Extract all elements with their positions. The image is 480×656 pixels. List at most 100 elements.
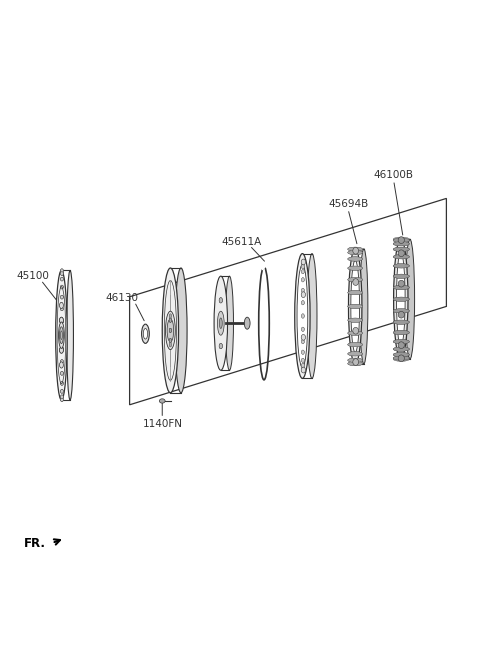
Ellipse shape xyxy=(169,314,171,318)
Ellipse shape xyxy=(307,254,317,379)
Ellipse shape xyxy=(60,295,63,299)
Ellipse shape xyxy=(60,381,63,385)
Ellipse shape xyxy=(60,269,63,273)
Ellipse shape xyxy=(60,331,62,340)
Ellipse shape xyxy=(394,239,408,359)
Ellipse shape xyxy=(60,381,63,385)
Ellipse shape xyxy=(393,297,409,301)
Ellipse shape xyxy=(301,292,306,298)
Ellipse shape xyxy=(219,344,223,349)
Ellipse shape xyxy=(60,333,63,337)
Ellipse shape xyxy=(393,247,409,251)
Ellipse shape xyxy=(60,362,63,368)
Ellipse shape xyxy=(301,300,304,305)
Ellipse shape xyxy=(60,398,63,401)
Ellipse shape xyxy=(169,328,171,333)
Ellipse shape xyxy=(396,253,405,346)
Ellipse shape xyxy=(60,395,63,399)
Ellipse shape xyxy=(348,251,363,255)
Ellipse shape xyxy=(301,264,304,269)
Ellipse shape xyxy=(60,307,63,311)
Ellipse shape xyxy=(301,277,304,282)
Ellipse shape xyxy=(393,285,409,290)
Ellipse shape xyxy=(60,269,63,273)
Ellipse shape xyxy=(393,255,409,259)
Ellipse shape xyxy=(217,311,224,335)
Ellipse shape xyxy=(348,257,363,261)
Text: FR.: FR. xyxy=(24,537,46,550)
Ellipse shape xyxy=(353,247,359,254)
Ellipse shape xyxy=(393,347,409,351)
Ellipse shape xyxy=(398,280,404,287)
Ellipse shape xyxy=(348,342,363,347)
Ellipse shape xyxy=(301,350,304,354)
Ellipse shape xyxy=(301,288,304,293)
Ellipse shape xyxy=(393,238,409,243)
Ellipse shape xyxy=(301,270,304,274)
Ellipse shape xyxy=(301,270,304,274)
Ellipse shape xyxy=(348,318,363,322)
Ellipse shape xyxy=(159,399,165,403)
Ellipse shape xyxy=(214,276,228,370)
Ellipse shape xyxy=(353,359,359,365)
Ellipse shape xyxy=(60,320,63,323)
Ellipse shape xyxy=(60,285,63,289)
Ellipse shape xyxy=(297,264,308,367)
Ellipse shape xyxy=(393,285,409,290)
Ellipse shape xyxy=(301,358,304,363)
Ellipse shape xyxy=(353,327,359,334)
Ellipse shape xyxy=(348,291,363,295)
Ellipse shape xyxy=(398,250,404,256)
Ellipse shape xyxy=(301,367,306,373)
Ellipse shape xyxy=(60,318,63,323)
Ellipse shape xyxy=(301,365,304,369)
Ellipse shape xyxy=(348,331,363,335)
Ellipse shape xyxy=(60,285,63,289)
Ellipse shape xyxy=(348,251,363,255)
Ellipse shape xyxy=(348,358,363,362)
Ellipse shape xyxy=(169,342,171,347)
Ellipse shape xyxy=(393,297,409,301)
Ellipse shape xyxy=(348,277,363,282)
Ellipse shape xyxy=(301,350,304,354)
Ellipse shape xyxy=(244,318,250,329)
Ellipse shape xyxy=(393,352,409,357)
Ellipse shape xyxy=(393,309,409,313)
Ellipse shape xyxy=(353,279,359,285)
Ellipse shape xyxy=(405,239,415,359)
Ellipse shape xyxy=(59,322,64,348)
Text: 46130: 46130 xyxy=(106,293,139,303)
Ellipse shape xyxy=(301,259,306,265)
Ellipse shape xyxy=(175,268,187,393)
Ellipse shape xyxy=(348,277,363,282)
Ellipse shape xyxy=(60,272,63,276)
Ellipse shape xyxy=(60,333,63,337)
Ellipse shape xyxy=(301,339,304,344)
Ellipse shape xyxy=(393,347,409,351)
Ellipse shape xyxy=(60,347,63,353)
Ellipse shape xyxy=(60,307,63,311)
Ellipse shape xyxy=(393,331,409,335)
Ellipse shape xyxy=(219,298,223,303)
Ellipse shape xyxy=(226,276,233,370)
Ellipse shape xyxy=(60,347,63,350)
Ellipse shape xyxy=(348,249,362,364)
Ellipse shape xyxy=(60,398,63,401)
Ellipse shape xyxy=(398,237,404,243)
Ellipse shape xyxy=(348,266,363,270)
Ellipse shape xyxy=(398,342,404,348)
Ellipse shape xyxy=(398,355,404,361)
Ellipse shape xyxy=(393,247,409,251)
Ellipse shape xyxy=(348,358,363,362)
Ellipse shape xyxy=(398,312,404,318)
Text: 45100: 45100 xyxy=(17,271,49,281)
Ellipse shape xyxy=(348,247,363,251)
Ellipse shape xyxy=(301,327,304,331)
Ellipse shape xyxy=(167,319,174,342)
Ellipse shape xyxy=(360,249,368,364)
Ellipse shape xyxy=(60,359,63,363)
Ellipse shape xyxy=(393,339,409,344)
Ellipse shape xyxy=(393,357,409,361)
Ellipse shape xyxy=(60,390,63,393)
Ellipse shape xyxy=(60,320,63,323)
